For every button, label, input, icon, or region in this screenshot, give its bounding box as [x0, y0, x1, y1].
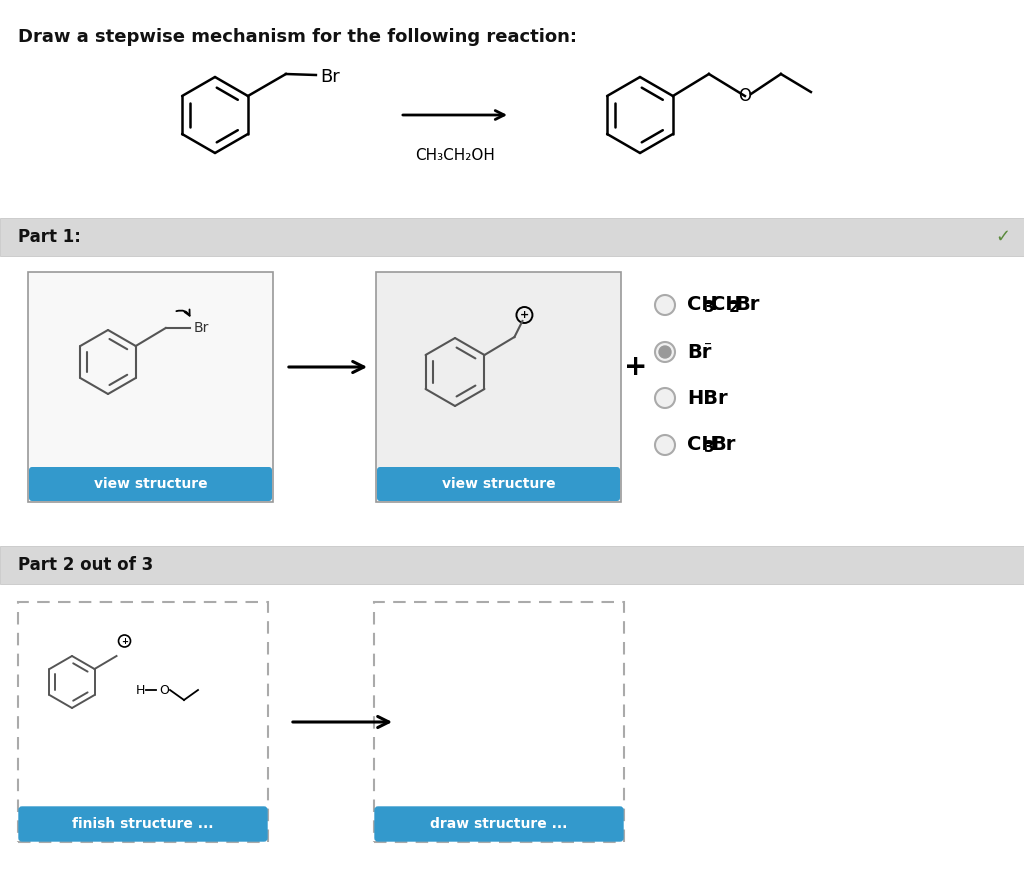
- Circle shape: [119, 635, 130, 647]
- Text: O: O: [738, 87, 752, 105]
- Bar: [18, 602, 268, 842]
- Circle shape: [659, 346, 671, 358]
- Text: 3: 3: [705, 441, 715, 456]
- Text: Part 2 out of 3: Part 2 out of 3: [18, 556, 154, 574]
- Text: CH: CH: [687, 295, 718, 314]
- Text: finish structure ...: finish structure ...: [73, 817, 214, 831]
- Text: CH: CH: [687, 435, 718, 455]
- Text: HBr: HBr: [687, 388, 728, 407]
- Text: Draw a stepwise mechanism for the following reaction:: Draw a stepwise mechanism for the follow…: [18, 28, 577, 46]
- Text: 3: 3: [705, 300, 715, 315]
- Text: Br: Br: [687, 343, 712, 362]
- FancyBboxPatch shape: [29, 467, 272, 501]
- Text: 2: 2: [728, 300, 739, 315]
- Bar: [374, 602, 624, 842]
- Text: +: +: [625, 353, 648, 381]
- Text: view structure: view structure: [441, 477, 555, 491]
- Circle shape: [655, 295, 675, 315]
- Text: O: O: [159, 683, 169, 696]
- Text: draw structure ...: draw structure ...: [430, 817, 567, 831]
- Bar: [376, 272, 621, 502]
- Text: H: H: [135, 683, 144, 696]
- Bar: [0, 218, 1024, 256]
- FancyBboxPatch shape: [375, 807, 623, 841]
- Bar: [28, 272, 273, 502]
- Text: view structure: view structure: [93, 477, 207, 491]
- Text: Br: Br: [194, 321, 209, 335]
- FancyBboxPatch shape: [377, 467, 620, 501]
- Text: Br: Br: [735, 295, 760, 314]
- Bar: [0, 546, 1024, 584]
- Text: ⁻: ⁻: [705, 340, 713, 355]
- Text: ✓: ✓: [995, 228, 1010, 246]
- Circle shape: [655, 388, 675, 408]
- FancyBboxPatch shape: [19, 807, 267, 841]
- Text: Part 1:: Part 1:: [18, 228, 81, 246]
- Text: +: +: [520, 310, 529, 320]
- Text: Br: Br: [319, 68, 340, 86]
- Circle shape: [655, 342, 675, 362]
- Circle shape: [655, 435, 675, 455]
- Text: +: +: [121, 637, 128, 646]
- FancyArrowPatch shape: [176, 309, 189, 315]
- Text: Br: Br: [712, 435, 735, 455]
- Text: CH: CH: [712, 295, 741, 314]
- Text: CH₃CH₂OH: CH₃CH₂OH: [415, 148, 495, 163]
